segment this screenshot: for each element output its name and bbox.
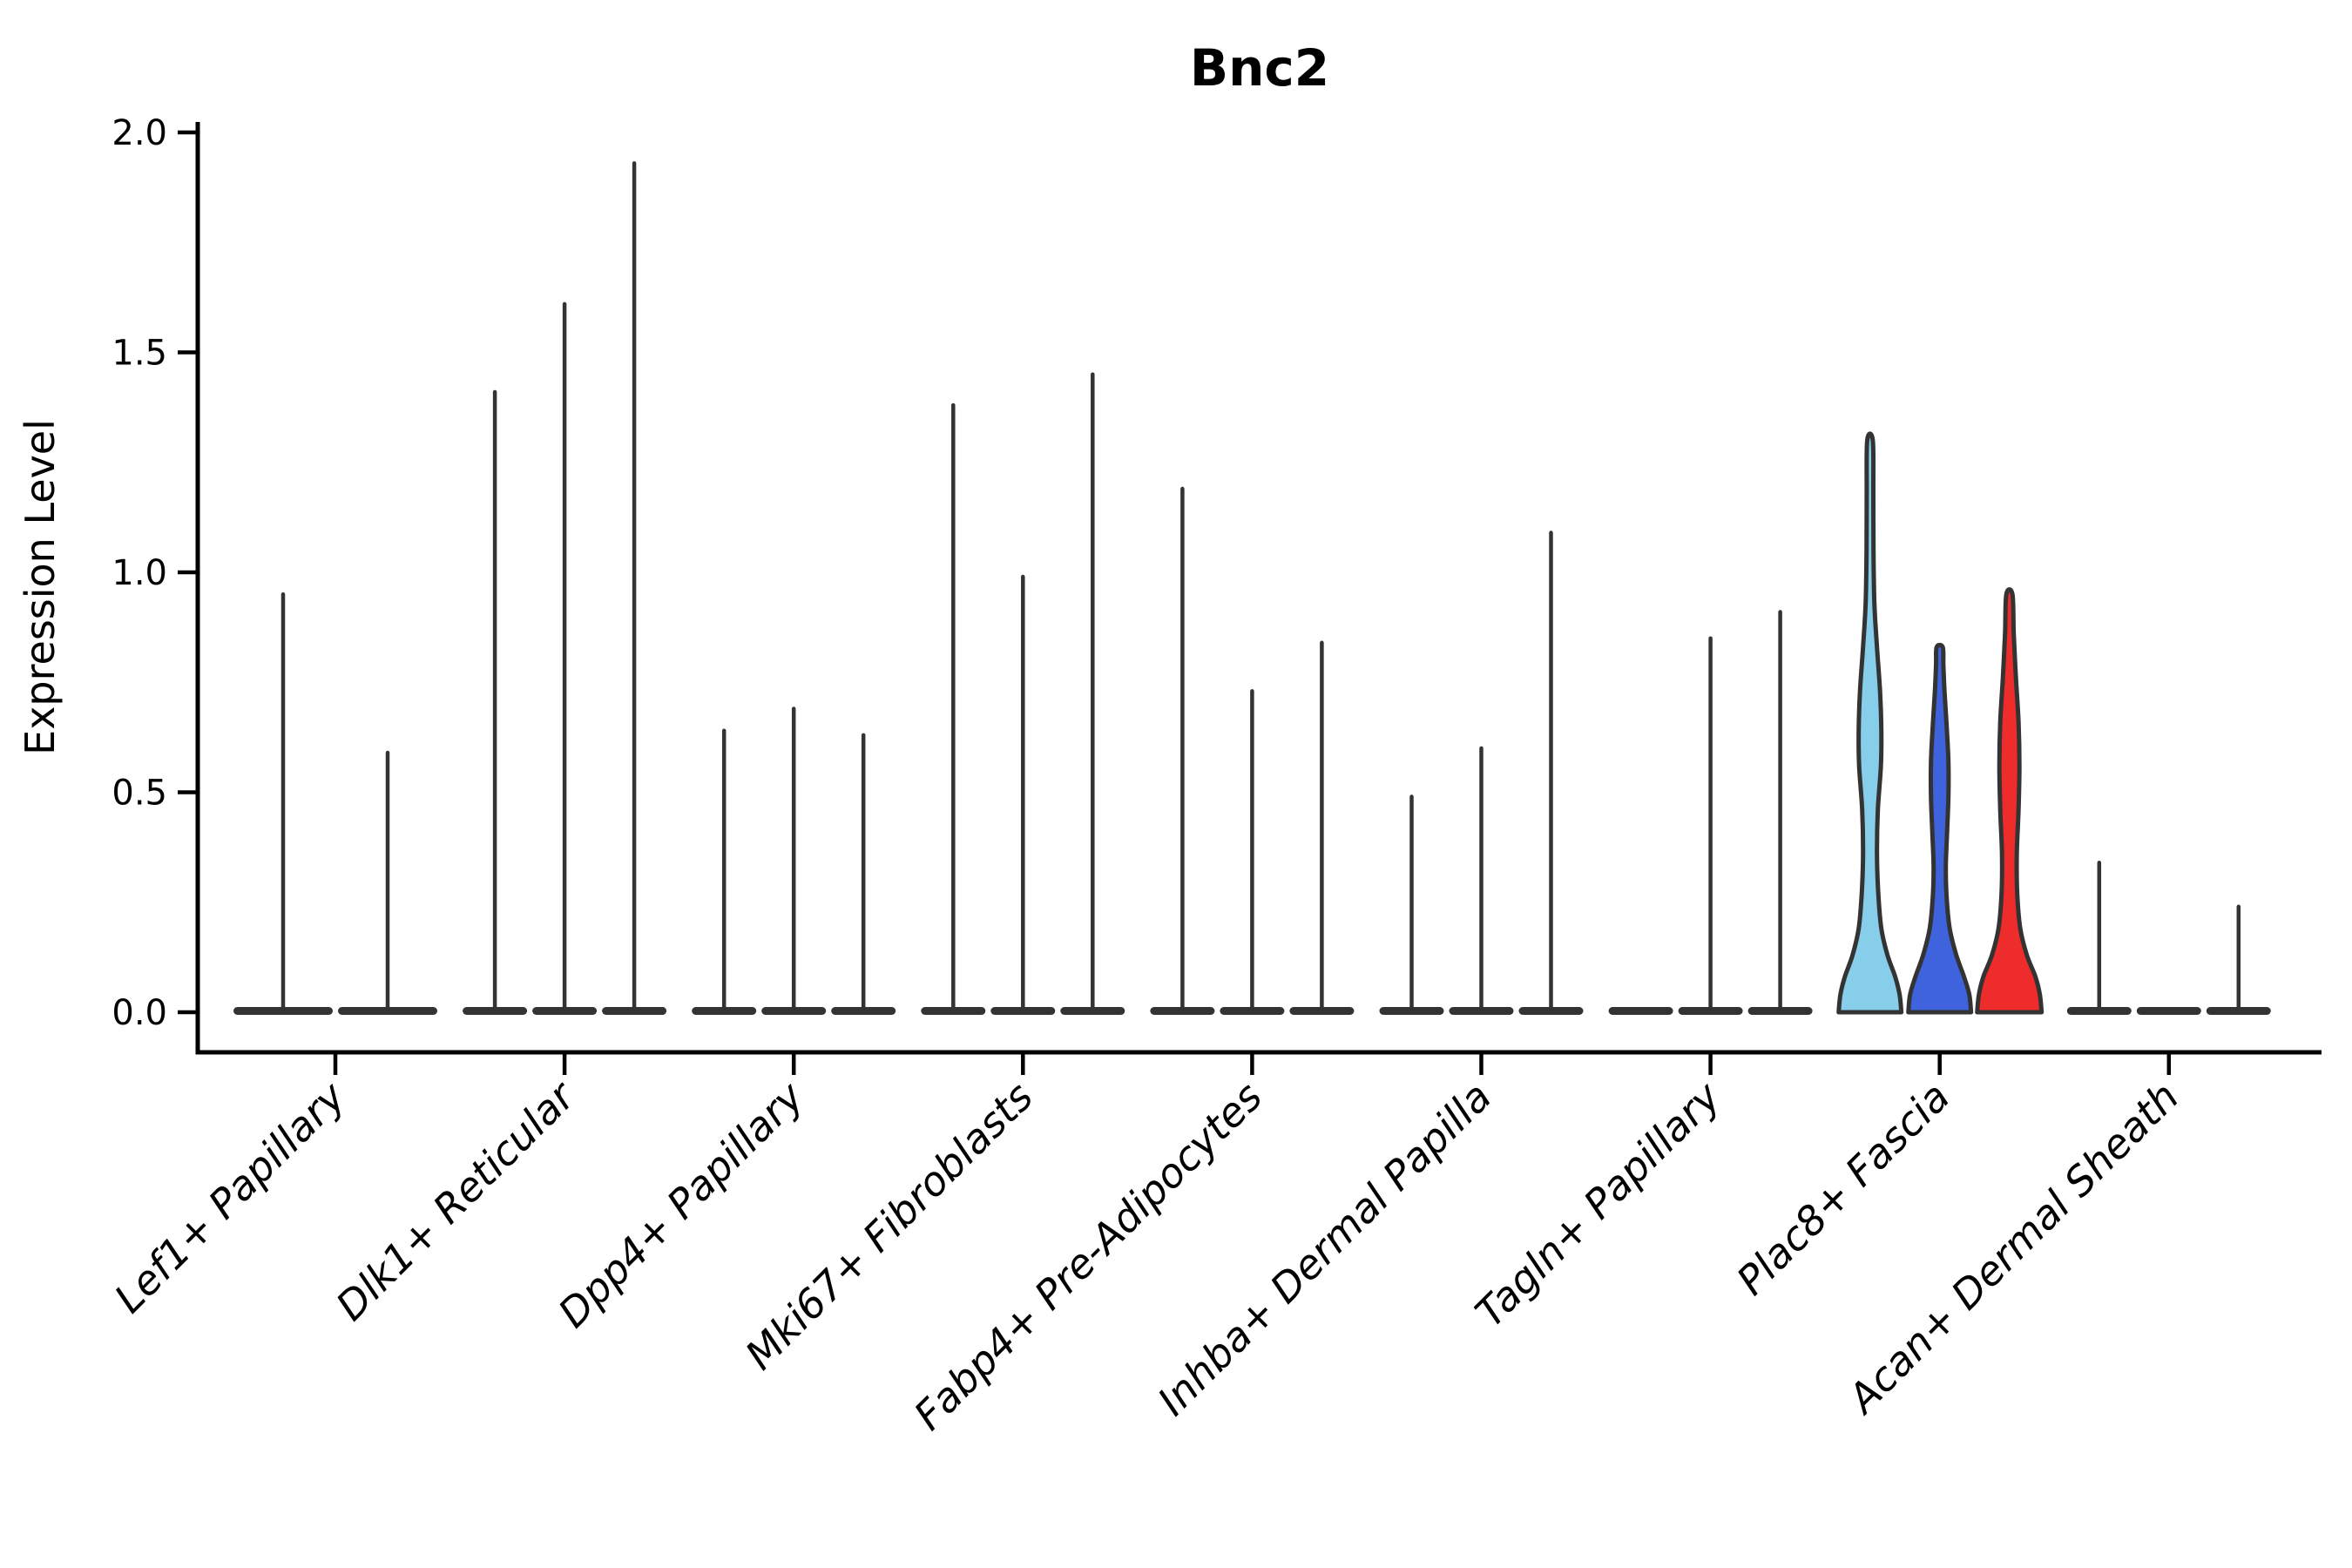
violin-body-8-1 bbox=[1836, 431, 1904, 1015]
violin-body-8-3 bbox=[1975, 587, 2044, 1015]
x-tick-label-1: Lef1+ Papillary bbox=[105, 1072, 355, 1321]
violin-group-2 bbox=[463, 161, 667, 1015]
violin-base-7-1 bbox=[1608, 1007, 1673, 1015]
violin-group-6 bbox=[1379, 531, 1584, 1015]
y-tick-label-1.0: 1.0 bbox=[112, 553, 167, 593]
violin-group-4 bbox=[921, 372, 1125, 1015]
y-tick-label-0.5: 0.5 bbox=[112, 774, 167, 814]
chart-title: Bnc2 bbox=[1190, 38, 1329, 98]
violin-base-9-2 bbox=[2136, 1007, 2201, 1015]
violin-group-3 bbox=[692, 706, 896, 1015]
violin-group-9 bbox=[2066, 861, 2271, 1015]
violin-group-1 bbox=[233, 592, 437, 1015]
violin-group-5 bbox=[1150, 486, 1355, 1015]
x-tick-label-3: Dpp4+ Papillary bbox=[549, 1072, 813, 1336]
x-tick-label-8: Plac8+ Fascia bbox=[1727, 1073, 1958, 1304]
y-tick-label-2.0: 2.0 bbox=[112, 113, 167, 153]
violin-group-8 bbox=[1836, 431, 2044, 1015]
violin-body-8-2 bbox=[1906, 642, 1974, 1015]
y-tick-label-1.5: 1.5 bbox=[112, 334, 167, 374]
x-tick-label-7: Tagln+ Papillary bbox=[1466, 1072, 1730, 1336]
x-tick-label-2: Dlk1+ Reticular bbox=[327, 1071, 585, 1329]
y-axis-label: Expression Level bbox=[17, 419, 64, 755]
y-tick-label-0.0: 0.0 bbox=[112, 993, 167, 1033]
violins-layer bbox=[233, 161, 2271, 1015]
violin-group-7 bbox=[1608, 610, 1813, 1015]
